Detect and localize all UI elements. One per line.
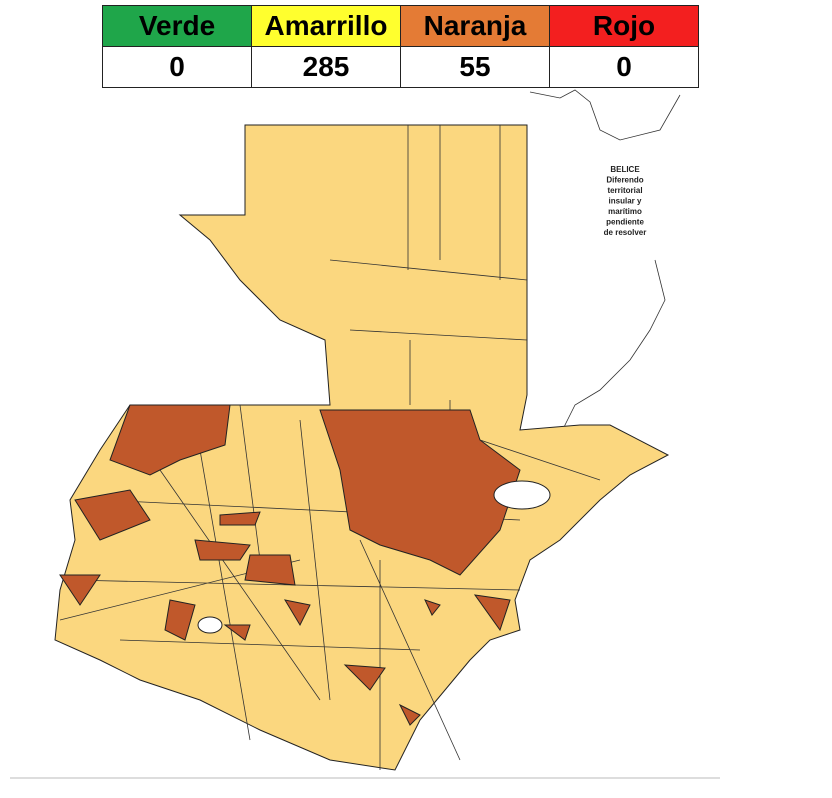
legend-header: Rojo bbox=[549, 5, 699, 47]
note-line: territorial bbox=[607, 186, 642, 195]
legend-header: Naranja bbox=[400, 5, 550, 47]
legend-count: 0 bbox=[102, 46, 252, 88]
legend-header: Verde bbox=[102, 5, 252, 47]
legend-count: 0 bbox=[549, 46, 699, 88]
orange-region bbox=[74, 489, 151, 541]
header-row: Verde Amarrillo Naranja Rojo bbox=[102, 5, 699, 47]
orange-region bbox=[109, 404, 231, 476]
note-line: insular y bbox=[609, 197, 642, 206]
lake-izabal bbox=[493, 480, 551, 510]
note-line: de resolver bbox=[604, 228, 647, 237]
lake-atitlan bbox=[197, 616, 223, 634]
orange-region bbox=[59, 511, 511, 726]
legend-count: 285 bbox=[251, 46, 401, 88]
note-line: pendiente bbox=[606, 218, 644, 227]
legend-header: Amarrillo bbox=[251, 5, 401, 47]
belize-coast bbox=[529, 89, 681, 441]
note-line: BELICE bbox=[610, 165, 640, 174]
orange-region bbox=[319, 409, 521, 576]
note-line: Diferendo bbox=[606, 176, 643, 185]
count-row: 0 285 55 0 bbox=[102, 46, 699, 88]
legend-count: 55 bbox=[400, 46, 550, 88]
note-line: marítimo bbox=[608, 207, 642, 216]
legend-table: Verde Amarrillo Naranja Rojo 0 285 55 0 bbox=[102, 5, 699, 88]
